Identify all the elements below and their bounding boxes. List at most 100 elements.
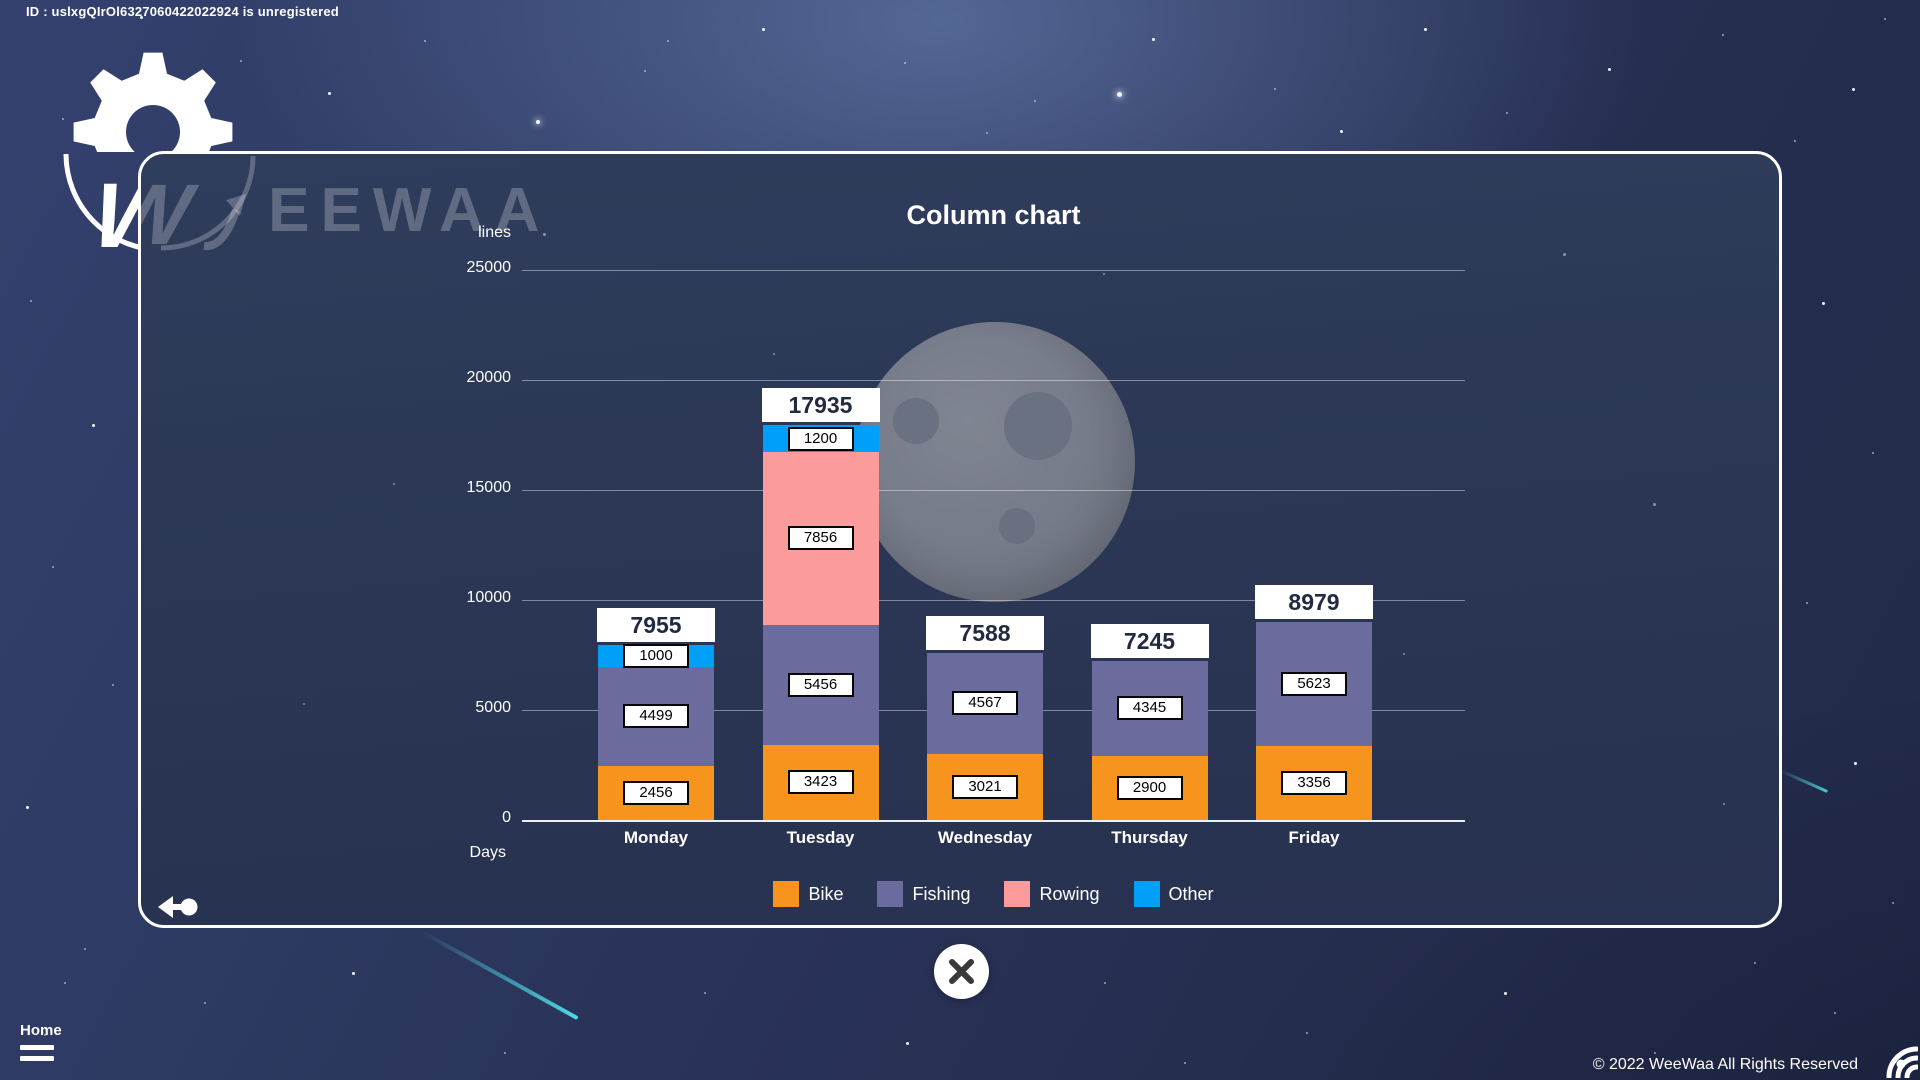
segment-value-label: 2456 [623, 780, 689, 805]
star [762, 28, 765, 31]
segment-value-label: 1200 [787, 426, 854, 451]
star [1274, 88, 1276, 90]
moon-crater [1004, 392, 1072, 460]
legend-item-fishing: Fishing [877, 881, 970, 907]
star [1794, 140, 1796, 142]
legend-item-bike: Bike [773, 881, 843, 907]
y-tick-label: 0 [502, 809, 511, 826]
x-category-label: Friday [1288, 828, 1340, 847]
star [1854, 762, 1857, 765]
segment-value-label: 4345 [1116, 696, 1183, 721]
star [1152, 38, 1155, 41]
chart-panel: W EEWAA Column chart lines Days 0 5000 100… [138, 151, 1782, 928]
moon-crater [999, 508, 1035, 544]
y-tick-label: 10000 [466, 589, 512, 606]
home-label: Home [20, 1022, 62, 1039]
star [30, 300, 32, 302]
x-category-label: Wednesday [937, 828, 1033, 847]
star [26, 806, 29, 809]
column-chart: Column chart lines Days 0 5000 10000 15000 2… [141, 154, 1779, 925]
star [1892, 902, 1894, 904]
star [62, 118, 64, 120]
grid-line [522, 600, 1465, 601]
segment-value-label: 2900 [1116, 776, 1183, 801]
moon-crater [893, 398, 939, 444]
star [1306, 1032, 1308, 1034]
brand-name-watermark: EEWAA [268, 176, 551, 245]
star [1722, 34, 1724, 36]
y-tick-label: 25000 [466, 259, 512, 276]
bar-total-label: 8979 [1255, 585, 1373, 620]
close-icon [949, 959, 974, 984]
back-button[interactable] [157, 892, 203, 922]
legend-label: Other [1168, 883, 1214, 904]
menu-icon[interactable] [20, 1045, 54, 1050]
star [1608, 68, 1611, 71]
legend-swatch [1133, 881, 1160, 907]
segment-value-label: 5456 [787, 672, 854, 697]
grid-line [522, 380, 1465, 381]
grid-line [522, 490, 1465, 491]
star [352, 972, 355, 975]
star [84, 948, 86, 950]
legend-swatch [1004, 881, 1031, 907]
star [1884, 18, 1886, 20]
shooting-star-small [1779, 769, 1829, 794]
bar-total-label: 17935 [761, 388, 880, 423]
star [644, 70, 646, 72]
star [92, 424, 95, 427]
segment-value-label: 7856 [787, 526, 854, 551]
star [1424, 28, 1427, 31]
star [1822, 302, 1825, 305]
bar-total-label: 7588 [926, 616, 1044, 651]
chart-title: Column chart [906, 200, 1081, 230]
segment-value-label: 3021 [952, 774, 1018, 799]
x-category-label: Thursday [1111, 828, 1188, 847]
star [52, 566, 54, 568]
signal-arcs-icon [1886, 1046, 1918, 1078]
moon-decoration [855, 322, 1135, 602]
star [1184, 1062, 1186, 1064]
star [704, 992, 706, 994]
y-tick-label: 5000 [475, 699, 511, 716]
star [1834, 1012, 1836, 1014]
y-tick-label: 20000 [466, 369, 512, 386]
star [328, 92, 331, 95]
x-axis-line [522, 820, 1465, 822]
segment-value-label: 3356 [1281, 771, 1347, 796]
star [906, 1042, 909, 1045]
y-axis-label: lines [478, 224, 511, 241]
star [1506, 112, 1508, 114]
legend-swatch [877, 881, 904, 907]
star [112, 684, 114, 686]
menu-icon[interactable] [20, 1056, 54, 1061]
star [1654, 1052, 1656, 1054]
segment-value-label: 4567 [952, 691, 1018, 716]
close-button[interactable] [934, 944, 989, 999]
legend-label: Rowing [1039, 883, 1100, 904]
legend-label: Bike [808, 883, 844, 904]
star [1872, 452, 1874, 454]
bar-total-label: 7955 [597, 607, 715, 642]
copyright-text: © 2022 WeeWaa All Rights Reserved [1592, 1056, 1858, 1073]
license-id-banner: ID : uslxgQIrOl6327060422022924 is unreg… [26, 4, 339, 19]
brand-watermark: W EEWAA [141, 167, 551, 263]
star [904, 62, 906, 64]
star [536, 120, 540, 124]
star [64, 982, 66, 984]
star [1504, 992, 1507, 995]
segment-value-label: 4499 [623, 704, 689, 729]
star [240, 60, 242, 62]
star [1754, 962, 1756, 964]
legend-swatch [773, 881, 800, 907]
bar-total-label: 7245 [1090, 623, 1209, 658]
star [1340, 130, 1343, 133]
legend-item-other: Other [1133, 881, 1214, 907]
star [1104, 982, 1106, 984]
gear-icon [73, 52, 233, 152]
chart-legend: Bike Fishing Rowing Other [522, 881, 1465, 907]
segment-value-label: 5623 [1281, 672, 1347, 697]
segment-value-label: 1000 [623, 643, 689, 668]
x-category-label: Tuesday [786, 828, 855, 847]
home-link[interactable]: Home [20, 1022, 62, 1061]
